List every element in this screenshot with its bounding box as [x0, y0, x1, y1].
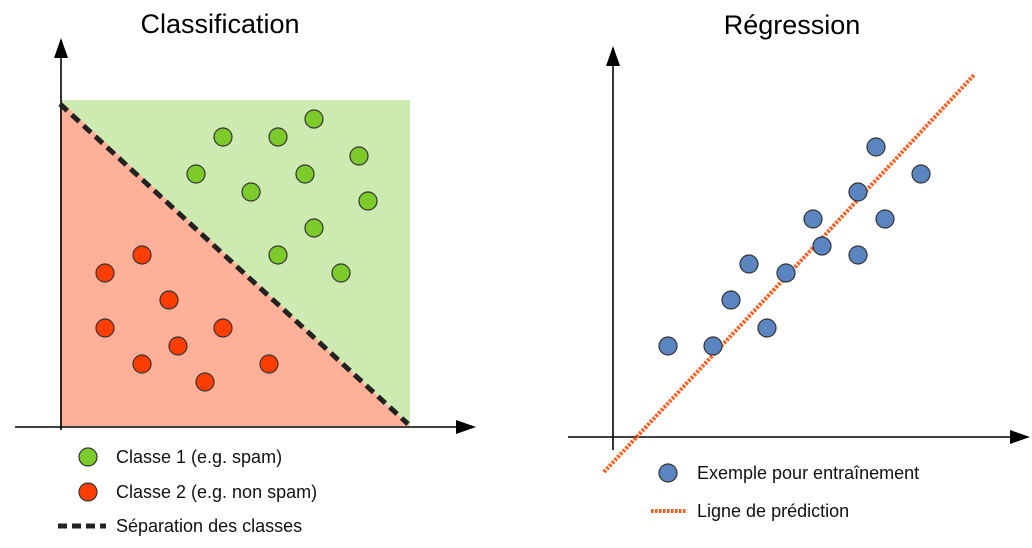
class2-point-4	[95, 318, 115, 338]
class2-points	[95, 245, 279, 392]
legend-examples-label: Exemple pour entraînement	[697, 463, 919, 483]
legend-separation-label: Séparation des classes	[116, 516, 302, 536]
class2-point-1	[132, 245, 152, 265]
regression-point-7	[803, 209, 823, 229]
regression-point-6	[776, 263, 796, 283]
regression-legend: Exemple pour entraînement Ligne de prédi…	[651, 463, 919, 521]
regression-point-13	[911, 164, 931, 184]
classification-legend: Classe 1 (e.g. spam) Classe 2 (e.g. non …	[58, 447, 317, 536]
class1-point-2	[268, 127, 288, 147]
class2-point-7	[132, 354, 152, 374]
regression-panel: Régression Exemple pour entraînement Lig…	[568, 10, 1030, 521]
class1-point-10	[268, 245, 288, 265]
prediction-line	[602, 73, 976, 474]
regression-point-8	[812, 236, 832, 256]
regression-point-5	[757, 318, 777, 338]
regression-point-2	[703, 336, 723, 356]
class1-points	[186, 109, 378, 283]
regression-point-9	[848, 182, 868, 202]
class1-point-8	[358, 191, 378, 211]
class2-point-2	[95, 263, 115, 283]
class2-point-5	[213, 318, 233, 338]
class1-point-5	[186, 164, 206, 184]
regression-point-10	[848, 245, 868, 265]
legend-class1-label: Classe 1 (e.g. spam)	[116, 447, 282, 467]
regression-point-4	[739, 254, 759, 274]
class1-point-4	[349, 146, 369, 166]
regression-point-12	[875, 209, 895, 229]
class2-point-6	[168, 336, 188, 356]
legend-class2-label: Classe 2 (e.g. non spam)	[116, 482, 317, 502]
class1-point-3	[304, 109, 324, 129]
legend-examples-marker	[658, 463, 678, 483]
class1-point-7	[295, 164, 315, 184]
class2-point-3	[159, 290, 179, 310]
class1-point-9	[304, 218, 324, 238]
regression-title: Régression	[724, 10, 861, 40]
regression-point-1	[658, 336, 678, 356]
regression-point-3	[721, 290, 741, 310]
legend-class1-marker	[78, 447, 98, 467]
class1-point-1	[213, 127, 233, 147]
regression-points	[658, 137, 931, 356]
legend-prediction-label: Ligne de prédiction	[697, 501, 849, 521]
separation-line	[58, 102, 410, 426]
class1-point-6	[241, 182, 261, 202]
regression-point-11	[866, 137, 886, 157]
class1-point-11	[331, 263, 351, 283]
classification-panel: Classification Classe 1 (e.g. spam) Clas…	[15, 9, 476, 536]
legend-class2-marker	[78, 482, 98, 502]
class2-point-8	[259, 354, 279, 374]
class2-point-9	[195, 372, 215, 392]
classification-title: Classification	[140, 9, 299, 39]
